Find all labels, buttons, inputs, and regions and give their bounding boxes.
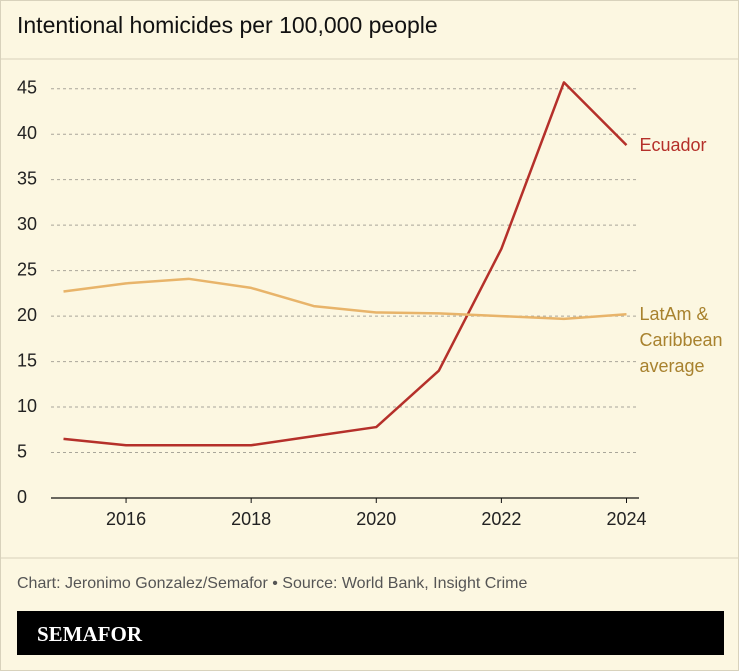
series-line bbox=[63, 277, 627, 321]
chart-title: Intentional homicides per 100,000 people bbox=[17, 12, 438, 38]
series-label: LatAm & Caribbean average bbox=[639, 304, 723, 377]
y-tick-label: 40 bbox=[17, 123, 37, 143]
y-tick-label: 15 bbox=[17, 350, 37, 370]
source: Chart: Jeronimo Gonzalez/Semafor • Sourc… bbox=[17, 575, 528, 592]
y-tick-label: 25 bbox=[17, 259, 37, 279]
brand: SEMAFOR bbox=[37, 622, 142, 646]
x-tick-label: 2018 bbox=[231, 509, 271, 529]
series-line bbox=[63, 81, 628, 447]
y-tick-label: 5 bbox=[17, 441, 27, 461]
y-tick-label: 0 bbox=[17, 487, 27, 507]
y-tick-label: 10 bbox=[17, 396, 37, 416]
brand-bar: SEMAFOR bbox=[17, 611, 724, 655]
y-tick-label: 35 bbox=[17, 168, 37, 188]
x-tick-label: 2020 bbox=[356, 509, 396, 529]
x-tick-label: 2022 bbox=[481, 509, 521, 529]
series-label: Ecuador bbox=[639, 135, 707, 156]
y-tick-label: 45 bbox=[17, 77, 37, 97]
x-tick-label: 2016 bbox=[106, 509, 146, 529]
y-tick-label: 20 bbox=[17, 305, 37, 325]
x-tick-label: 2024 bbox=[606, 509, 646, 529]
y-tick-label: 30 bbox=[17, 214, 37, 234]
